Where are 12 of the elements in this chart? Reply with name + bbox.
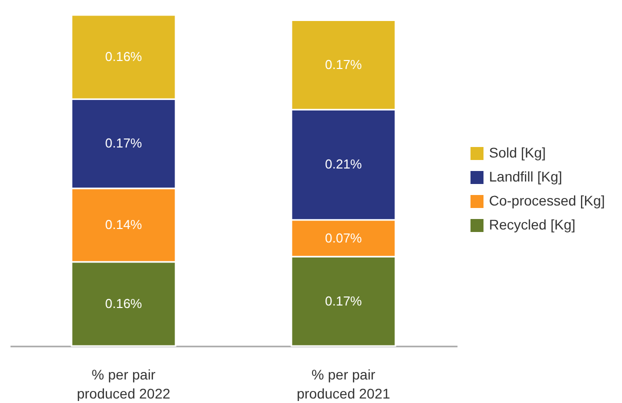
legend-label: Sold [Kg] (489, 144, 546, 160)
data-label: 0.16% (105, 296, 142, 311)
data-label: 0.16% (105, 49, 142, 64)
data-label: 0.21% (325, 156, 362, 172)
data-label: 0.17% (105, 136, 142, 151)
data-label: 0.17% (325, 293, 362, 308)
legend-label: Co-processed [Kg] (489, 192, 605, 208)
legend-label: Recycled [Kg] (489, 216, 576, 232)
data-label: 0.14% (105, 217, 142, 232)
data-label: 0.07% (325, 230, 362, 246)
legend-label: Landfill [Kg] (489, 168, 562, 184)
data-label: 0.17% (325, 56, 362, 72)
